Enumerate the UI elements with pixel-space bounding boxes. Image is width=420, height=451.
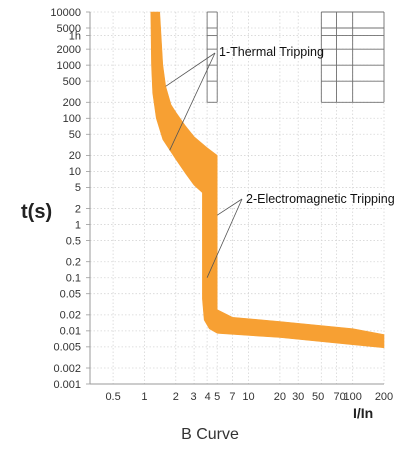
x-tick-label: 3 [190, 391, 196, 403]
x-tick-label: 7 [229, 391, 235, 403]
chart-title: B Curve [181, 426, 239, 443]
annotation-leader-line [206, 198, 243, 278]
annotations: 1-Thermal Tripping 2-Electromagnetic Trip… [165, 45, 395, 278]
y-tick-label: 200 [63, 97, 81, 109]
trip-band [150, 11, 385, 349]
y-tick-label: 10000 [50, 7, 81, 19]
y-tick-label: 2000 [57, 44, 81, 56]
reference-boxes [206, 11, 385, 103]
y-tick-label: 1000 [57, 60, 81, 72]
x-tick-label: 5 [214, 391, 220, 403]
y-tick-label: 0.002 [53, 363, 81, 375]
y-tick-label: 50 [69, 129, 81, 141]
annotation: 1-Thermal Tripping [165, 45, 324, 151]
y-tick-label: 0.001 [53, 379, 81, 391]
trip-curve-band [150, 11, 385, 349]
x-tick-label: 30 [292, 391, 304, 403]
y-axis-label: t(s) [21, 201, 52, 223]
y-tick-label: 1h [69, 30, 81, 42]
reference-box [320, 11, 385, 103]
reference-box [206, 11, 218, 103]
y-tick-label: 0.01 [60, 326, 81, 338]
annotation: 2-Electromagnetic Tripping [206, 192, 395, 278]
annotation-leader-line [165, 52, 216, 87]
y-tick-label: 0.005 [53, 342, 81, 354]
y-tick-label: 5000 [57, 23, 81, 35]
x-tick-label: 10 [242, 391, 254, 403]
y-tick-label: 0.2 [66, 257, 81, 269]
y-tick-label: 20 [69, 150, 81, 162]
annotation-label: 2-Electromagnetic Tripping [246, 192, 395, 206]
y-tick-label: 0.1 [66, 273, 81, 285]
annotation-leader-line [169, 52, 216, 151]
y-tick-label: 10 [69, 166, 81, 178]
y-tick-label: 5 [75, 182, 81, 194]
x-tick-label: 20 [274, 391, 286, 403]
y-tick-label: 100 [63, 113, 81, 125]
annotation-leader-line [216, 198, 243, 216]
y-tick-label: 500 [63, 76, 81, 88]
x-tick-label: 4 [205, 391, 211, 403]
y-tick-label: 2 [75, 203, 81, 215]
x-tick-label: 0.5 [105, 391, 120, 403]
y-tick-label: 0.5 [66, 235, 81, 247]
x-tick-label: 100 [344, 391, 362, 403]
y-tick-label: 1 [75, 219, 81, 231]
y-tick-label: 0.02 [60, 310, 81, 322]
x-tick-label: 70 [334, 391, 346, 403]
annotation-label: 1-Thermal Tripping [219, 45, 324, 59]
x-tick-label: 1 [141, 391, 147, 403]
y-tick-label: 0.05 [60, 289, 81, 301]
x-tick-label: 2 [173, 391, 179, 403]
axes [89, 12, 384, 385]
x-tick-label: 50 [312, 391, 324, 403]
x-axis-label: I/In [353, 405, 373, 421]
x-tick-label: 200 [375, 391, 393, 403]
